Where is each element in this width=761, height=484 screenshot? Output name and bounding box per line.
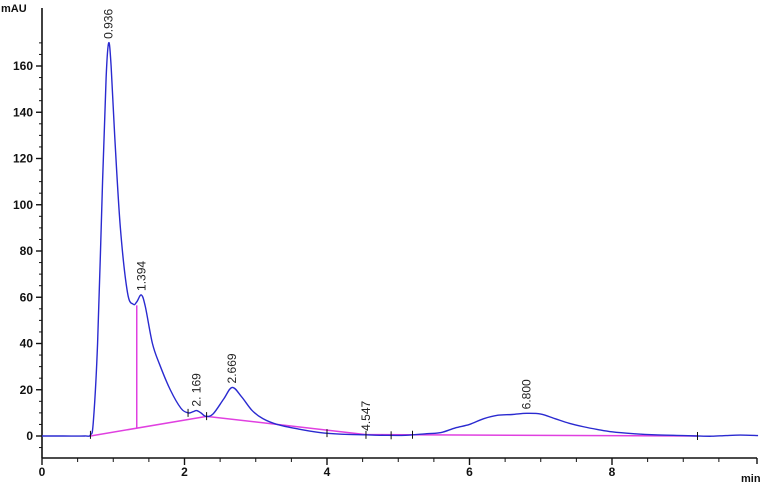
y-tick-label: 40 bbox=[20, 337, 34, 351]
x-axis: 0 2 4 6 8 bbox=[39, 457, 758, 479]
peak-labels: 0.936 1.394 2. 169 2.669 4.547 6.800 bbox=[102, 9, 534, 431]
y-axis: 0 20 40 60 80 100 120 140 160 bbox=[13, 8, 43, 458]
x-tick-label: 6 bbox=[466, 465, 473, 479]
y-tick-label: 160 bbox=[13, 59, 33, 73]
peak-rt-label: 2. 169 bbox=[190, 373, 204, 407]
peak-rt-label: 0.936 bbox=[102, 9, 116, 39]
x-tick-label: 4 bbox=[324, 465, 331, 479]
peak-rt-label: 6.800 bbox=[520, 379, 534, 409]
peak-rt-label: 2.669 bbox=[225, 353, 239, 383]
y-tick-label: 20 bbox=[20, 383, 34, 397]
peak-rt-label: 1.394 bbox=[134, 261, 148, 291]
peak-rt-label: 4.547 bbox=[359, 400, 373, 430]
marker-layer bbox=[89, 408, 698, 440]
x-tick-label: 0 bbox=[39, 465, 46, 479]
x-axis-unit-label: min bbox=[741, 473, 761, 484]
integration-baseline bbox=[90, 415, 698, 437]
y-tick-label: 100 bbox=[13, 198, 33, 212]
y-axis-unit-label: mAU bbox=[1, 3, 27, 15]
chromatogram-signal bbox=[42, 41, 759, 437]
y-tick-label: 80 bbox=[20, 244, 34, 258]
x-tick-label: 8 bbox=[609, 465, 616, 479]
y-tick-label: 60 bbox=[20, 290, 34, 304]
y-tick-label: 120 bbox=[13, 152, 33, 166]
signal-layer bbox=[42, 41, 759, 437]
y-tick-label: 140 bbox=[13, 105, 33, 119]
baseline-layer bbox=[90, 305, 698, 437]
y-tick-label: 0 bbox=[26, 429, 33, 443]
x-tick-label: 2 bbox=[181, 465, 188, 479]
